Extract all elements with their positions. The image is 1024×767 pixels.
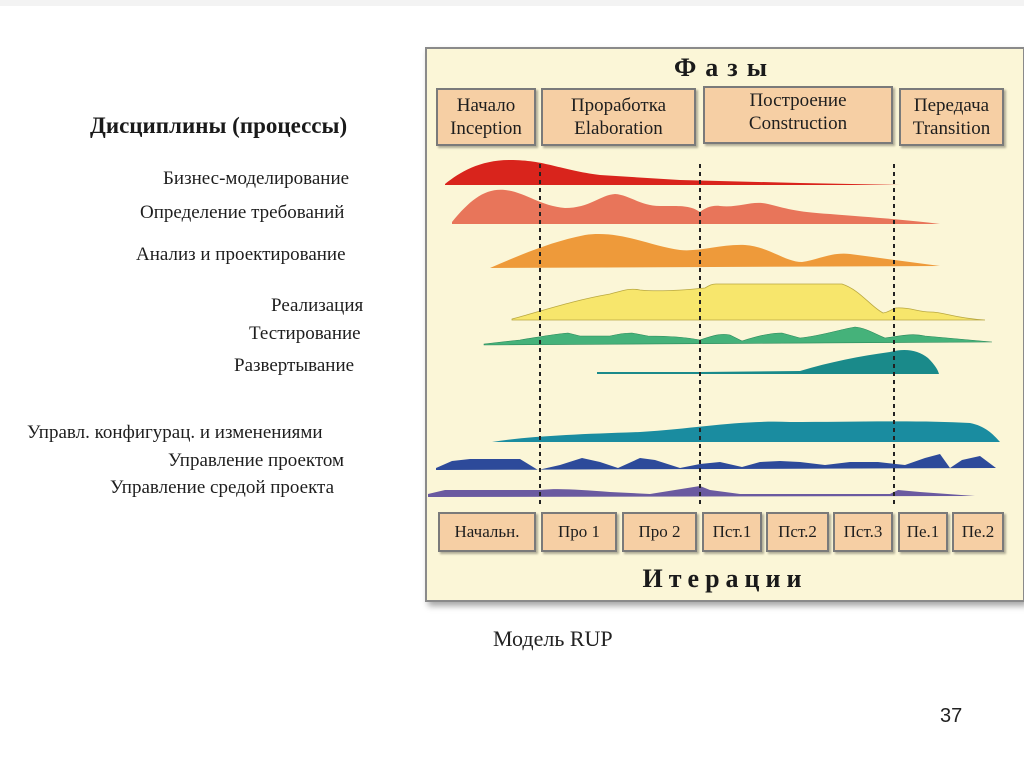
- discipline-implementation: Реализация: [271, 295, 364, 316]
- discipline-test: Тестирование: [249, 323, 361, 344]
- discipline-project-management: Управление проектом: [168, 450, 345, 471]
- curve-implementation: [511, 283, 986, 321]
- phase-construction-box: Построение Construction: [703, 86, 893, 144]
- iteration-trans-2: Пе.2: [952, 512, 1004, 552]
- phase-transition-en: Transition: [912, 118, 991, 139]
- top-strip: [0, 0, 1024, 6]
- iteration-elab-1: Про 1: [541, 512, 617, 552]
- phase-construction-ru: Построение: [749, 90, 847, 111]
- curve-deployment: [597, 350, 939, 374]
- iteration-elab-2: Про 2: [622, 512, 697, 552]
- curve-environment: [428, 486, 975, 497]
- discipline-analysis-design: Анализ и проектирование: [136, 244, 346, 265]
- iteration-initial: Начальн.: [438, 512, 536, 552]
- discipline-environment: Управление средой проекта: [110, 477, 335, 498]
- phase-inception-en: Inception: [450, 118, 522, 139]
- phase-elaboration-box: Проработка Elaboration: [541, 88, 696, 146]
- curve-analysis-design: [490, 234, 940, 268]
- curve-project-management: [436, 454, 996, 470]
- iteration-trans-1: Пе.1: [898, 512, 948, 552]
- discipline-business-modeling: Бизнес-моделирование: [163, 168, 350, 189]
- iteration-constr-2: Пст.2: [766, 512, 829, 552]
- phases-title: Фазы: [673, 53, 777, 82]
- discipline-requirements: Определение требований: [140, 202, 345, 223]
- phase-elaboration-en: Elaboration: [574, 118, 663, 139]
- figure-caption: Модель RUP: [493, 626, 613, 651]
- curve-config-change: [492, 421, 1000, 442]
- discipline-deployment: Развертывание: [234, 355, 355, 376]
- phase-transition-ru: Передача: [913, 95, 990, 116]
- curve-requirements: [452, 189, 940, 224]
- iteration-constr-1: Пст.1: [702, 512, 762, 552]
- phase-inception-ru: Начало: [456, 95, 516, 116]
- phase-construction-en: Construction: [748, 113, 848, 134]
- disciplines-heading: Дисциплины (процессы): [90, 113, 348, 138]
- page-number: 37: [940, 705, 963, 727]
- discipline-config-change: Управл. конфигурац. и изменениями: [27, 422, 323, 443]
- iteration-constr-3: Пст.3: [833, 512, 893, 552]
- curve-business-modeling: [445, 160, 900, 185]
- phase-inception-box: Начало Inception: [436, 88, 536, 146]
- curve-test: [483, 326, 993, 346]
- phase-elaboration-ru: Проработка: [570, 95, 667, 116]
- phase-transition-box: Передача Transition: [899, 88, 1004, 146]
- iterations-title: Итерации: [642, 564, 808, 593]
